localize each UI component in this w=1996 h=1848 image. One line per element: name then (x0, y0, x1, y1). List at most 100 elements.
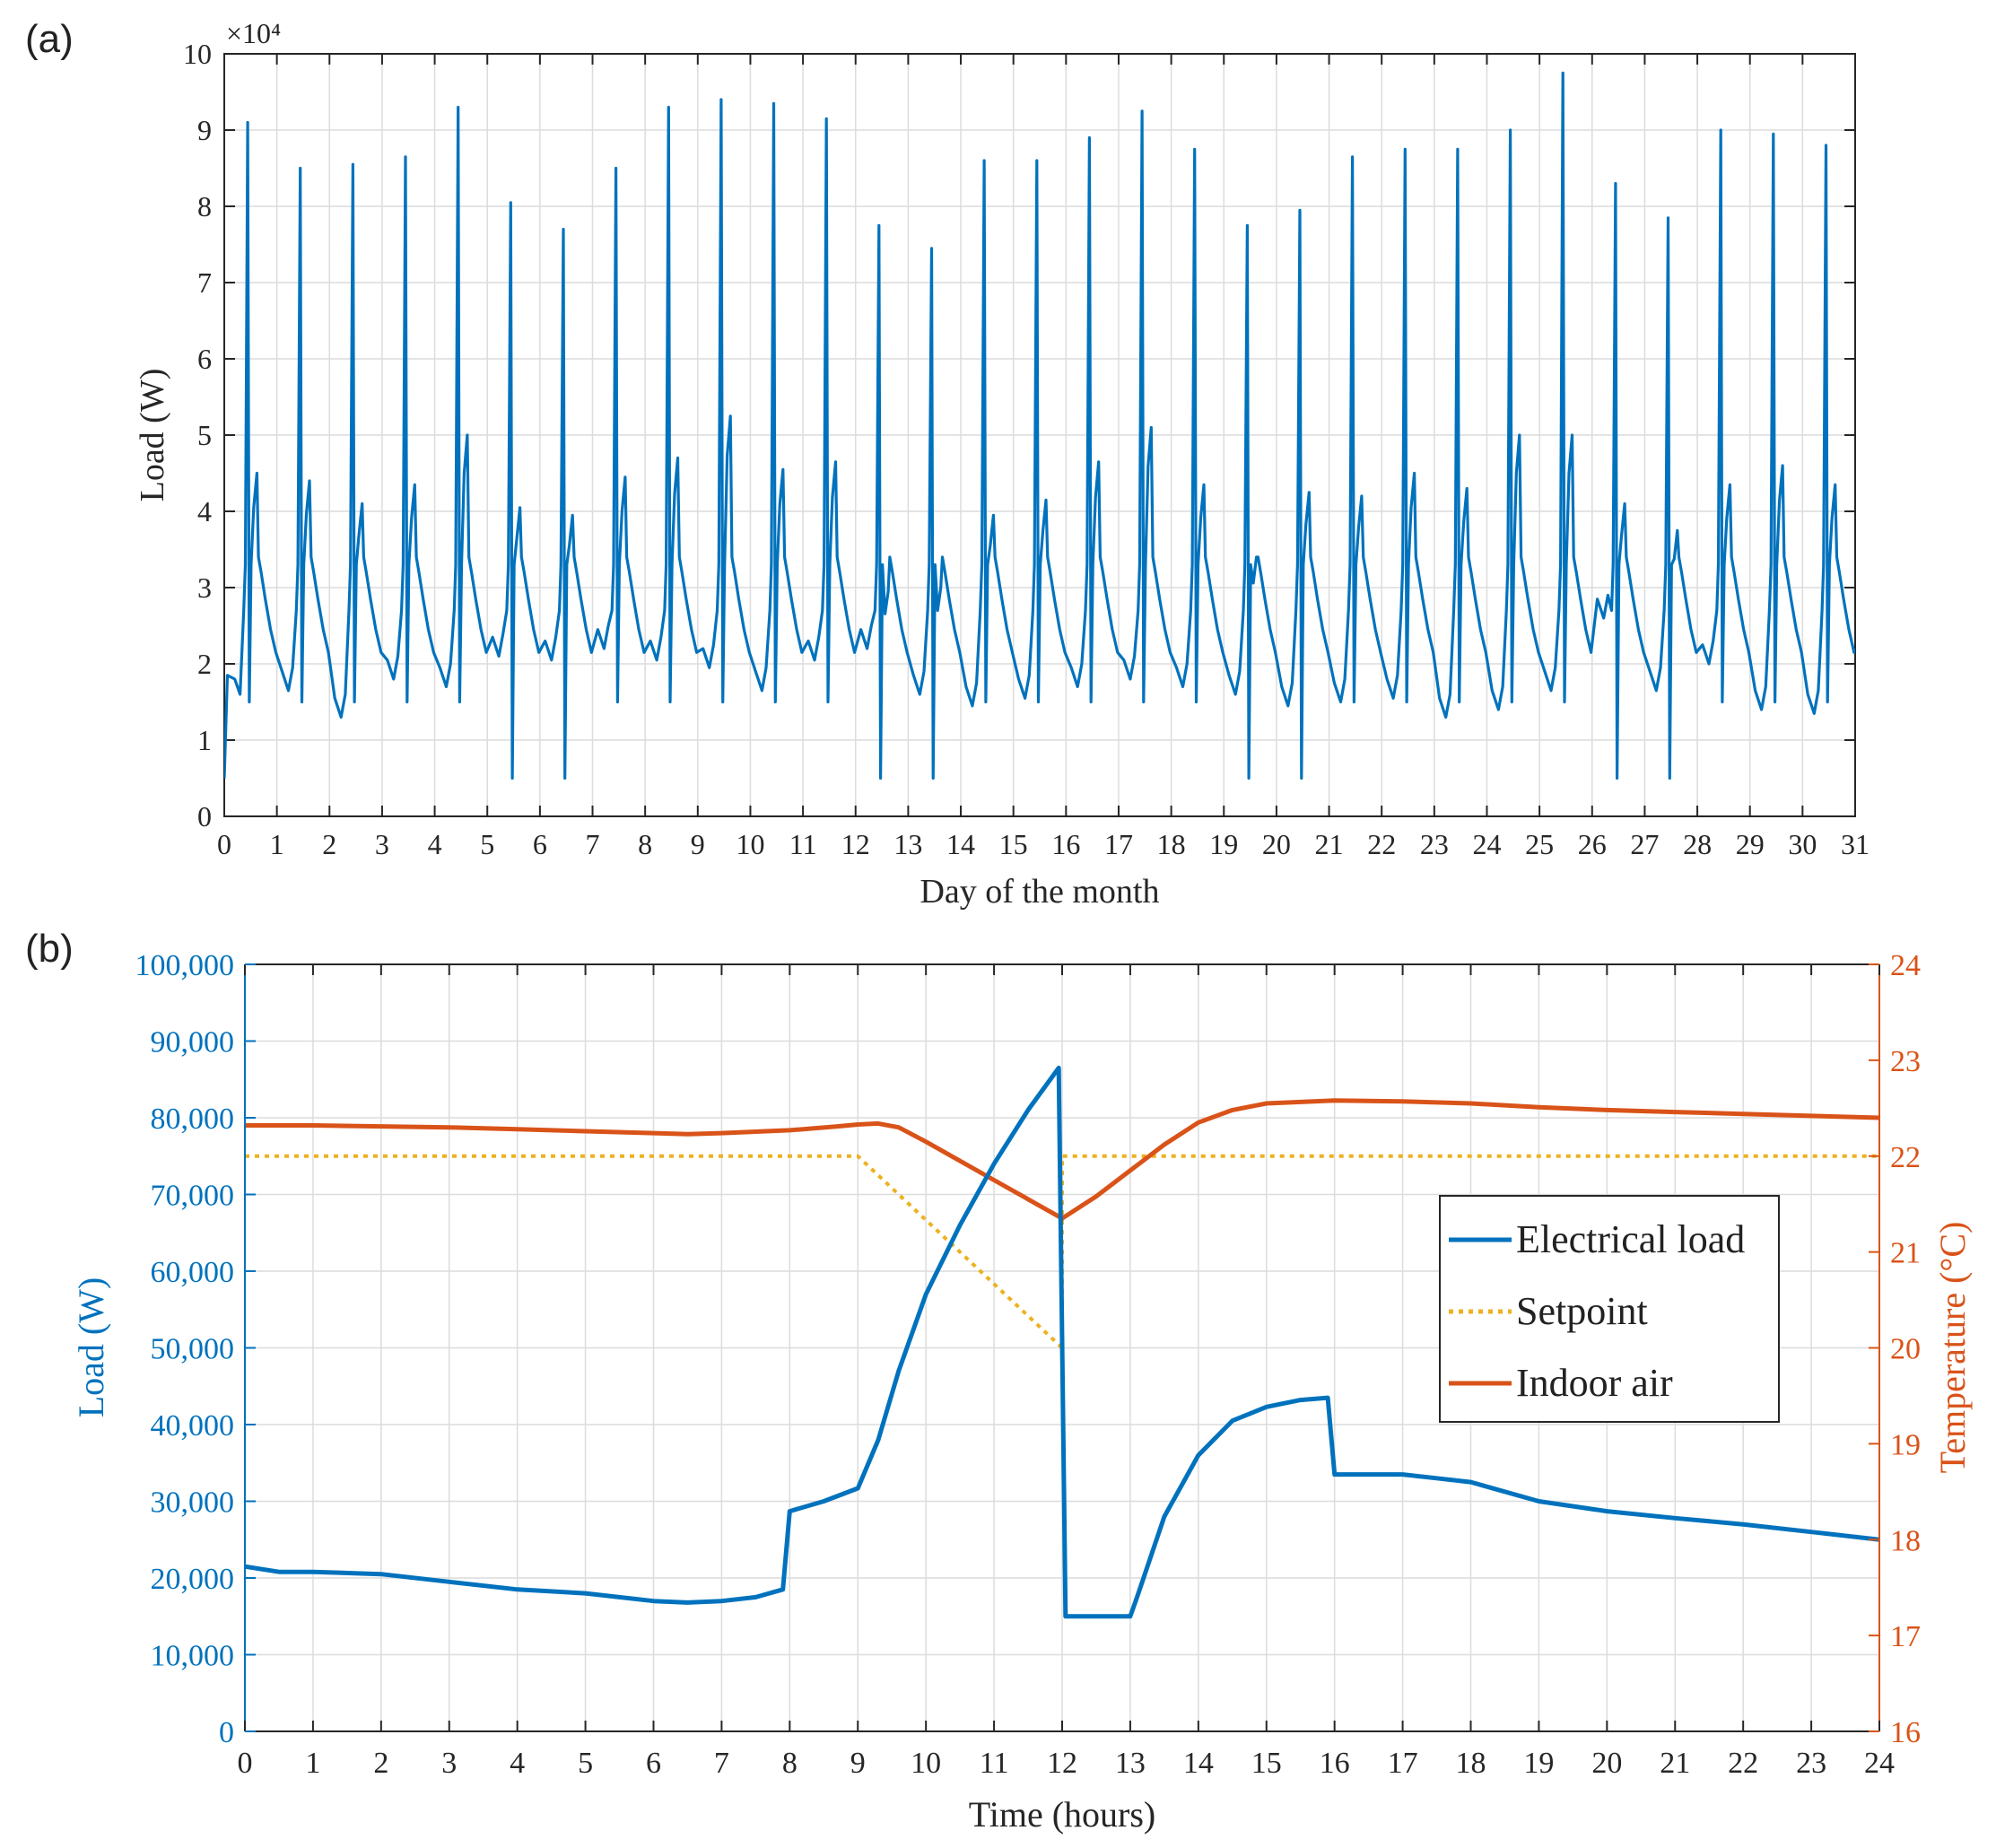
panel-a-y-tick-label: 6 (197, 343, 212, 375)
panel-a-exponent-label: ×10⁴ (226, 17, 281, 49)
panel-a-x-tick-label: 21 (1315, 828, 1344, 860)
panel-a-x-tick-label: 8 (638, 828, 652, 860)
panel-b-left-tick-label: 40,000 (151, 1409, 235, 1443)
panel-b-series-setpoint (245, 1154, 1879, 1350)
panel-a-x-tick-label: 22 (1367, 828, 1396, 860)
panel-a-x-tick-label: 6 (533, 828, 547, 860)
panel-a-x-tick-label: 4 (428, 828, 442, 860)
panel-a-x-tick-label: 3 (375, 828, 389, 860)
panel-a-x-tick-label: 7 (586, 828, 600, 860)
panel-b-x-axis-title: Time (hours) (969, 1794, 1156, 1835)
panel-b-left-tick-label: 80,000 (151, 1103, 235, 1136)
panel-b-x-tick-label: 10 (911, 1747, 941, 1780)
panel-b-left-tick-label: 70,000 (151, 1180, 235, 1213)
panel-a-x-tick-label: 25 (1525, 828, 1554, 860)
panel-b-series-electrical-load (245, 1065, 1879, 1619)
panel-a-x-tick-label: 10 (736, 828, 764, 860)
panel-a-x-tick-label: 24 (1472, 828, 1501, 860)
panel-a-y-tick-label: 0 (197, 800, 212, 832)
panel-b-series-indoor-air (245, 1098, 1879, 1221)
panel-b-chart: (b) 0 1 2 3 4 5 6 7 8 9 10 11 12 13 14 15 16 17 18 19 20 21 22… (25, 927, 1973, 1835)
panel-b-x-tick-label: 3 (441, 1747, 457, 1780)
panel-a-x-tick-label: 20 (1262, 828, 1291, 860)
panel-b-x-tick-label: 4 (510, 1747, 525, 1780)
panel-a-x-tick-label: 15 (999, 828, 1028, 860)
panel-b-right-tick-label: 23 (1890, 1045, 1921, 1078)
panel-b-x-tick-label: 5 (578, 1747, 593, 1780)
legend-label-setpoint: Setpoint (1516, 1289, 1648, 1333)
panel-a-x-tick-label: 17 (1104, 828, 1133, 860)
panel-b-x-tick-label: 15 (1251, 1747, 1282, 1780)
panel-b-x-tick-label: 14 (1183, 1747, 1214, 1780)
panel-b-left-tick-label: 10,000 (151, 1640, 235, 1673)
panel-a-ticks: 0 1 2 3 4 5 6 7 8 9 10 11 12 13 14 15 16 17 18 19 20 21 22 23 24… (183, 38, 1870, 860)
panel-b-left-tick-label: 90,000 (151, 1026, 235, 1059)
panel-b-right-axis-title: Temperature (°C) (1932, 1222, 1973, 1474)
panel-a-x-tick-label: 2 (322, 828, 336, 860)
panel-a-x-tick-label: 23 (1420, 828, 1449, 860)
panel-a-x-tick-label: 5 (480, 828, 494, 860)
panel-a-series (224, 71, 1855, 780)
panel-b-right-tick-label: 21 (1890, 1237, 1921, 1270)
panel-b-right-tick-label: 22 (1890, 1141, 1921, 1174)
panel-a-y-tick-label: 3 (197, 571, 212, 604)
panel-b-x-tick-label: 8 (782, 1747, 798, 1780)
panel-b-right-tick-label: 19 (1890, 1428, 1921, 1461)
panel-b-x-tick-label: 0 (238, 1747, 253, 1780)
panel-a-x-tick-label: 14 (946, 828, 975, 860)
panel-b-left-tick-label: 60,000 (151, 1256, 235, 1289)
panel-b-left-axis-title: Load (W) (71, 1277, 111, 1418)
panel-a-y-tick-label: 2 (197, 648, 212, 680)
panel-a-x-axis-title: Day of the month (920, 873, 1159, 911)
panel-b-right-tick-label: 24 (1890, 949, 1921, 982)
panel-a-y-axis-title: Load (W) (134, 369, 171, 502)
panel-a-y-tick-label: 9 (197, 114, 212, 146)
panel-a-x-tick-label: 11 (789, 828, 817, 860)
panel-b-x-tick-label: 24 (1864, 1747, 1895, 1780)
panel-a-x-tick-label: 28 (1683, 828, 1712, 860)
panel-b-x-tick-label: 21 (1660, 1747, 1690, 1780)
panel-b-x-tick-label: 2 (373, 1747, 388, 1780)
panel-b-left-tick-label: 0 (219, 1716, 234, 1749)
panel-b-series (245, 1065, 1879, 1619)
panel-b-x-tick-label: 22 (1728, 1747, 1758, 1780)
panel-b-label: (b) (25, 927, 74, 971)
panel-b-left-tick-label: 50,000 (151, 1333, 235, 1366)
panel-b-right-tick-label: 18 (1890, 1524, 1921, 1557)
panel-b-ticks: 0 1 2 3 4 5 6 7 8 9 10 11 12 13 14 15 16 17 18 19 20 21 22 23 24… (135, 949, 1922, 1780)
panel-b-x-tick-label: 13 (1115, 1747, 1146, 1780)
panel-a-chart: (a) 0 1 2 3 4 5 6 7 8 9 10 11 12 13 14 15 16 17 18 19 20 21 22… (25, 17, 1870, 911)
legend-label-indoor-air: Indoor air (1516, 1361, 1673, 1405)
panel-a-x-tick-label: 29 (1736, 828, 1765, 860)
panel-b-x-tick-label: 11 (980, 1747, 1009, 1780)
panel-a-x-tick-label: 12 (841, 828, 870, 860)
panel-b-left-tick-label: 100,000 (135, 949, 235, 982)
panel-a-x-tick-label: 30 (1788, 828, 1817, 860)
panel-a-y-tick-label: 8 (197, 190, 212, 222)
panel-b-left-tick-label: 20,000 (151, 1563, 235, 1596)
panel-b-right-tick-label: 20 (1890, 1333, 1921, 1366)
panel-a-x-tick-label: 13 (893, 828, 922, 860)
panel-a-x-tick-label: 0 (217, 828, 231, 860)
panel-a-y-tick-label: 10 (183, 38, 212, 70)
panel-a-y-tick-label: 7 (197, 266, 212, 299)
panel-a-y-tick-label: 5 (197, 419, 212, 451)
panel-a-y-tick-label: 1 (197, 724, 212, 756)
panel-a-y-tick-label: 4 (197, 495, 212, 527)
panel-b-right-tick-label: 17 (1890, 1620, 1921, 1653)
panel-a-label: (a) (25, 17, 74, 61)
panel-b-right-tick-label: 16 (1890, 1716, 1921, 1749)
panel-b-x-tick-label: 23 (1796, 1747, 1826, 1780)
panel-a-load-series (224, 71, 1855, 780)
panel-b-x-tick-label: 6 (646, 1747, 661, 1780)
panel-b-legend: Electrical load Setpoint Indoor air (1439, 1195, 1780, 1423)
panel-b-left-tick-label: 30,000 (151, 1486, 235, 1520)
panel-b-x-tick-label: 17 (1388, 1747, 1418, 1780)
panel-a-x-tick-label: 1 (270, 828, 284, 860)
panel-a-x-tick-label: 16 (1051, 828, 1080, 860)
panel-a-x-tick-label: 9 (691, 828, 705, 860)
panel-a-x-tick-label: 27 (1630, 828, 1659, 860)
panel-b-x-tick-label: 16 (1320, 1747, 1350, 1780)
